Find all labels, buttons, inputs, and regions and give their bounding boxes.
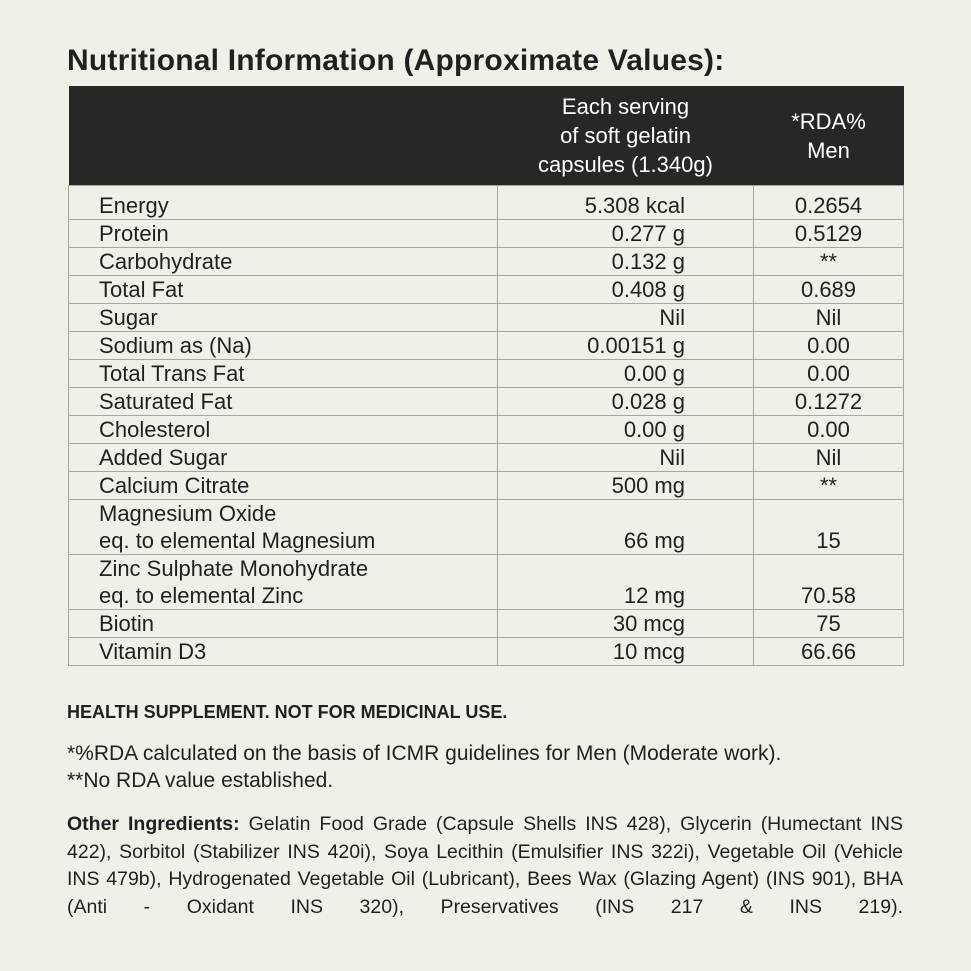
page-title: Nutritional Information (Approximate Val… — [67, 44, 725, 77]
nutrition-table-header: Each serving of soft gelatin capsules (1… — [68, 86, 904, 186]
rda-value: 66.66 — [753, 637, 904, 666]
rda-value: ** — [753, 471, 904, 500]
nutrient-name: Magnesium Oxide eq. to elemental Magnesiu… — [68, 499, 498, 555]
nutrient-name-line: Biotin — [99, 611, 155, 636]
ingredients-line: INS 422), Sorbitol (Stabilizer INS 420i)… — [67, 813, 904, 863]
table-row: Added Sugar Nil Nil — [68, 443, 904, 472]
rda-value: 0.5129 — [753, 219, 904, 248]
nutrient-name: Calcium Citrate — [68, 471, 498, 500]
nutrient-name: Vitamin D3 — [68, 637, 498, 666]
nutrient-name-line: Carbohydrate — [99, 249, 233, 274]
nutrient-name: Energy — [68, 185, 498, 220]
rda-value: 70.58 — [753, 554, 904, 610]
header-serving-line: capsules (1.340g) — [538, 152, 713, 177]
serving-value: 0.00 g — [497, 359, 754, 388]
nutrient-name-line: Calcium Citrate — [99, 473, 250, 498]
table-row: Zinc Sulphate Monohydrate eq. to elementa… — [68, 554, 904, 610]
nutrient-name-line: Vitamin D3 — [99, 639, 207, 664]
other-ingredients: Other Ingredients: Gelatin Food Grade (C… — [67, 811, 903, 921]
rda-value: 0.1272 — [753, 387, 904, 416]
table-row: Vitamin D3 10 mcg 66.66 — [68, 637, 904, 666]
nutrient-name: Added Sugar — [68, 443, 498, 472]
serving-value: 30 mcg — [497, 609, 754, 638]
rda-value: 75 — [753, 609, 904, 638]
rda-value: Nil — [753, 443, 904, 472]
nutrient-name: Total Trans Fat — [68, 359, 498, 388]
nutrient-name-line: Sodium as (Na) — [99, 333, 252, 358]
rda-notes: *%RDA calculated on the basis of ICMR gu… — [67, 740, 781, 794]
nutrient-name-line: Energy — [99, 193, 169, 218]
nutrient-name: Saturated Fat — [68, 387, 498, 416]
rda-note: *%RDA calculated on the basis of ICMR gu… — [67, 742, 782, 765]
ingredients-label: Other Ingredients: — [67, 813, 240, 835]
nutrient-name-line: Zinc Sulphate Monohydrate — [99, 556, 369, 581]
header-rda-line: *RDA% — [791, 108, 866, 134]
table-row: Biotin 30 mcg 75 — [68, 609, 904, 638]
rda-value: 0.00 — [753, 415, 904, 444]
ingredients-line: (INS 901), BHA (Anti - Oxidant INS 320),… — [67, 868, 903, 918]
nutrient-name-line: Total Trans Fat — [99, 361, 245, 386]
nutrient-name-line: Magnesium Oxide — [99, 501, 277, 526]
rda-value: 0.00 — [753, 331, 904, 360]
table-row: Carbohydrate 0.132 g ** — [68, 247, 904, 276]
table-row: Saturated Fat 0.028 g 0.1272 — [68, 387, 904, 416]
serving-value: 0.028 g — [497, 387, 754, 416]
nutrient-name: Protein — [68, 219, 498, 248]
serving-value: Nil — [497, 303, 754, 332]
rda-value: ** — [753, 247, 904, 276]
nutrient-name-line: Total Fat — [99, 277, 184, 302]
rda-value: Nil — [753, 303, 904, 332]
rda-value: 0.689 — [753, 275, 904, 304]
rda-note: **No RDA value established. — [67, 769, 334, 792]
serving-value: 5.308 kcal — [497, 185, 754, 220]
serving-value: 12 mg — [497, 554, 754, 610]
header-serving-line: Each serving — [561, 94, 690, 119]
nutrient-name: Carbohydrate — [68, 247, 498, 276]
nutrient-name-line: Cholesterol — [99, 417, 211, 442]
nutrient-name: Sugar — [68, 303, 498, 332]
nutrient-name-line: eq. to elemental Zinc — [99, 583, 304, 608]
serving-value: Nil — [497, 443, 754, 472]
nutrient-name: Zinc Sulphate Monohydrate eq. to elementa… — [68, 554, 498, 610]
table-row: Magnesium Oxide eq. to elemental Magnesiu… — [68, 499, 904, 555]
ingredients-line: Oil (Vehicle INS 479b), Hydrogenated Veg… — [67, 840, 904, 891]
table-row: Total Trans Fat 0.00 g 0.00 — [68, 359, 904, 388]
serving-value: 500 mg — [497, 471, 754, 500]
nutrient-name-line: Protein — [99, 221, 169, 246]
serving-value: 66 mg — [497, 499, 754, 555]
header-rda-line: Men — [807, 137, 850, 163]
rda-value: 15 — [753, 499, 904, 555]
table-row: Cholesterol 0.00 g 0.00 — [68, 415, 904, 444]
nutrient-name-line: Added Sugar — [99, 445, 228, 470]
table-row: Protein 0.277 g 0.5129 — [68, 219, 904, 248]
serving-value: 0.132 g — [497, 247, 754, 276]
ingredients-line: Gelatin Food Grade (Capsule Shells INS 4… — [248, 813, 862, 835]
rda-value: 0.2654 — [753, 185, 904, 220]
nutrient-name-line: Sugar — [99, 305, 158, 330]
serving-value: 0.277 g — [497, 219, 754, 248]
table-row: Sodium as (Na) 0.00151 g 0.00 — [68, 331, 904, 360]
nutrient-name: Total Fat — [68, 275, 498, 304]
rda-value: 0.00 — [753, 359, 904, 388]
table-row: Energy 5.308 kcal 0.2654 — [68, 185, 904, 220]
serving-value: 10 mcg — [497, 637, 754, 666]
nutrient-name: Biotin — [68, 609, 498, 638]
serving-value: 0.408 g — [497, 275, 754, 304]
nutrient-name-line: Saturated Fat — [99, 389, 233, 414]
nutrient-name: Sodium as (Na) — [68, 331, 498, 360]
nutrition-table: Each serving of soft gelatin capsules (1… — [68, 86, 904, 666]
table-row: Calcium Citrate 500 mg ** — [68, 471, 904, 500]
nutrient-name-line: eq. to elemental Magnesium — [99, 528, 376, 553]
header-serving-line: of soft gelatin — [560, 123, 691, 148]
health-supplement-statement: HEALTH SUPPLEMENT. NOT FOR MEDICINAL USE… — [67, 702, 508, 722]
nutrition-table-body: Energy 5.308 kcal 0.2654 Protein 0.277 g 0.51… — [68, 185, 904, 666]
header-nutrient — [68, 86, 498, 186]
serving-value: 0.00151 g — [497, 331, 754, 360]
header-rda: *RDA% Men — [753, 86, 904, 186]
table-row: Total Fat 0.408 g 0.689 — [68, 275, 904, 304]
header-serving: Each serving of soft gelatin capsules (1… — [497, 86, 754, 186]
nutrient-name: Cholesterol — [68, 415, 498, 444]
table-row: Sugar Nil Nil — [68, 303, 904, 332]
serving-value: 0.00 g — [497, 415, 754, 444]
